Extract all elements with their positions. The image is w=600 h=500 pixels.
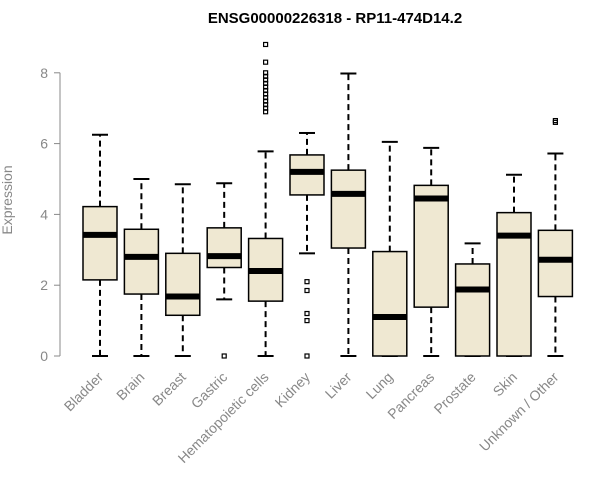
x-tick-label: Kidney [272, 369, 314, 411]
box-group [123, 178, 160, 357]
iqr-box [537, 229, 574, 298]
y-tick-label: 8 [40, 65, 48, 81]
iqr-box [289, 154, 325, 196]
outlier-point [552, 117, 559, 124]
box-group [247, 41, 284, 357]
outlier-point [221, 353, 227, 359]
y-tick-label: 4 [40, 206, 48, 222]
x-tick-label: Brain [113, 369, 147, 403]
iqr-box [330, 169, 367, 249]
box-group [82, 133, 118, 357]
x-tick-label: Lung [363, 369, 396, 402]
iqr-box [82, 205, 118, 281]
outlier-point [304, 353, 310, 359]
iqr-box [413, 184, 449, 308]
outlier-point [304, 318, 310, 324]
iqr-box [165, 252, 201, 317]
boxes-group [82, 41, 574, 359]
y-axis-label: Expression [0, 165, 15, 234]
outlier-point [304, 279, 310, 285]
y-tick-label: 2 [40, 277, 48, 293]
box-group [165, 183, 201, 357]
outlier-point [304, 310, 310, 317]
chart-title: ENSG00000226318 - RP11-474D14.2 [208, 10, 462, 27]
box-group [330, 72, 367, 357]
iqr-box [454, 263, 491, 357]
y-tick-label: 0 [40, 348, 48, 364]
y-axis: 0 2 4 6 8 [40, 65, 61, 364]
x-tick-label: Bladder [61, 369, 107, 415]
x-tick-label: Breast [149, 369, 189, 409]
x-tick-label: Liver [322, 369, 355, 402]
box-group [496, 173, 532, 357]
box-group [372, 140, 408, 357]
x-tick-label: Unknown / Other [476, 369, 562, 455]
box-group [206, 182, 242, 359]
x-tick-label: Prostate [431, 369, 479, 417]
iqr-box [123, 228, 160, 295]
box-group [413, 146, 449, 357]
box-group [537, 117, 574, 357]
outlier-point [263, 70, 269, 76]
x-tick-label: Skin [490, 369, 521, 400]
y-tick-label: 6 [40, 136, 48, 152]
box-group [454, 242, 491, 357]
outlier-point [263, 59, 269, 65]
iqr-box [372, 250, 408, 357]
box-group [289, 131, 325, 359]
outlier-point [263, 41, 269, 48]
outlier-point [304, 287, 310, 294]
iqr-box [206, 227, 242, 269]
